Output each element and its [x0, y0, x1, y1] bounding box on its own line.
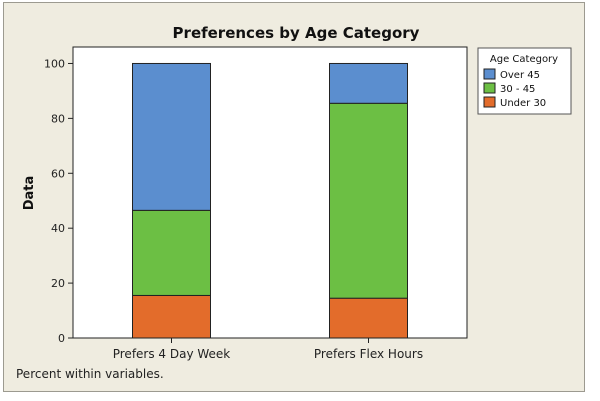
legend-label-over-45: Over 45 [500, 70, 540, 81]
legend-swatch-under-30 [483, 96, 496, 108]
chart-frame: Preferences by Age Category 0 20 40 60 80 100… [3, 2, 585, 392]
x-tick-label: Prefers 4 Day Week [113, 347, 231, 361]
y-tick-label: 60 [51, 167, 65, 180]
y-tick-label: 40 [51, 222, 65, 235]
y-axis: 0 20 40 60 80 100 [44, 57, 73, 345]
x-axis: Prefers 4 Day Week Prefers Flex Hours [113, 338, 423, 361]
legend: Age Category Over 45 30 - 45 Under 30 [477, 47, 572, 115]
bar-over-45-2 [329, 62, 408, 104]
chart: Preferences by Age Category 0 20 40 60 80 100… [22, 24, 572, 361]
y-tick-label: 0 [58, 332, 65, 345]
y-tick-label: 20 [51, 277, 65, 290]
legend-label-under-30: Under 30 [500, 98, 546, 109]
legend-title: Age Category [490, 54, 558, 65]
bar-under-30-1 [132, 294, 211, 339]
bar-30-45-1 [132, 209, 211, 296]
chart-footnote: Percent within variables. [16, 367, 164, 381]
bar-under-30-2 [329, 297, 408, 339]
y-tick-label: 100 [44, 57, 65, 70]
chart-title: Preferences by Age Category [173, 24, 420, 42]
y-axis-label: Data [22, 176, 37, 211]
bar-30-45-2 [329, 102, 408, 299]
legend-swatch-30-45 [483, 82, 496, 94]
legend-swatch-over-45 [483, 68, 496, 80]
x-tick-label: Prefers Flex Hours [314, 347, 423, 361]
legend-label-30-45: 30 - 45 [500, 84, 535, 95]
bars [132, 62, 408, 339]
bar-over-45-1 [132, 62, 211, 211]
y-tick-label: 80 [51, 112, 65, 125]
